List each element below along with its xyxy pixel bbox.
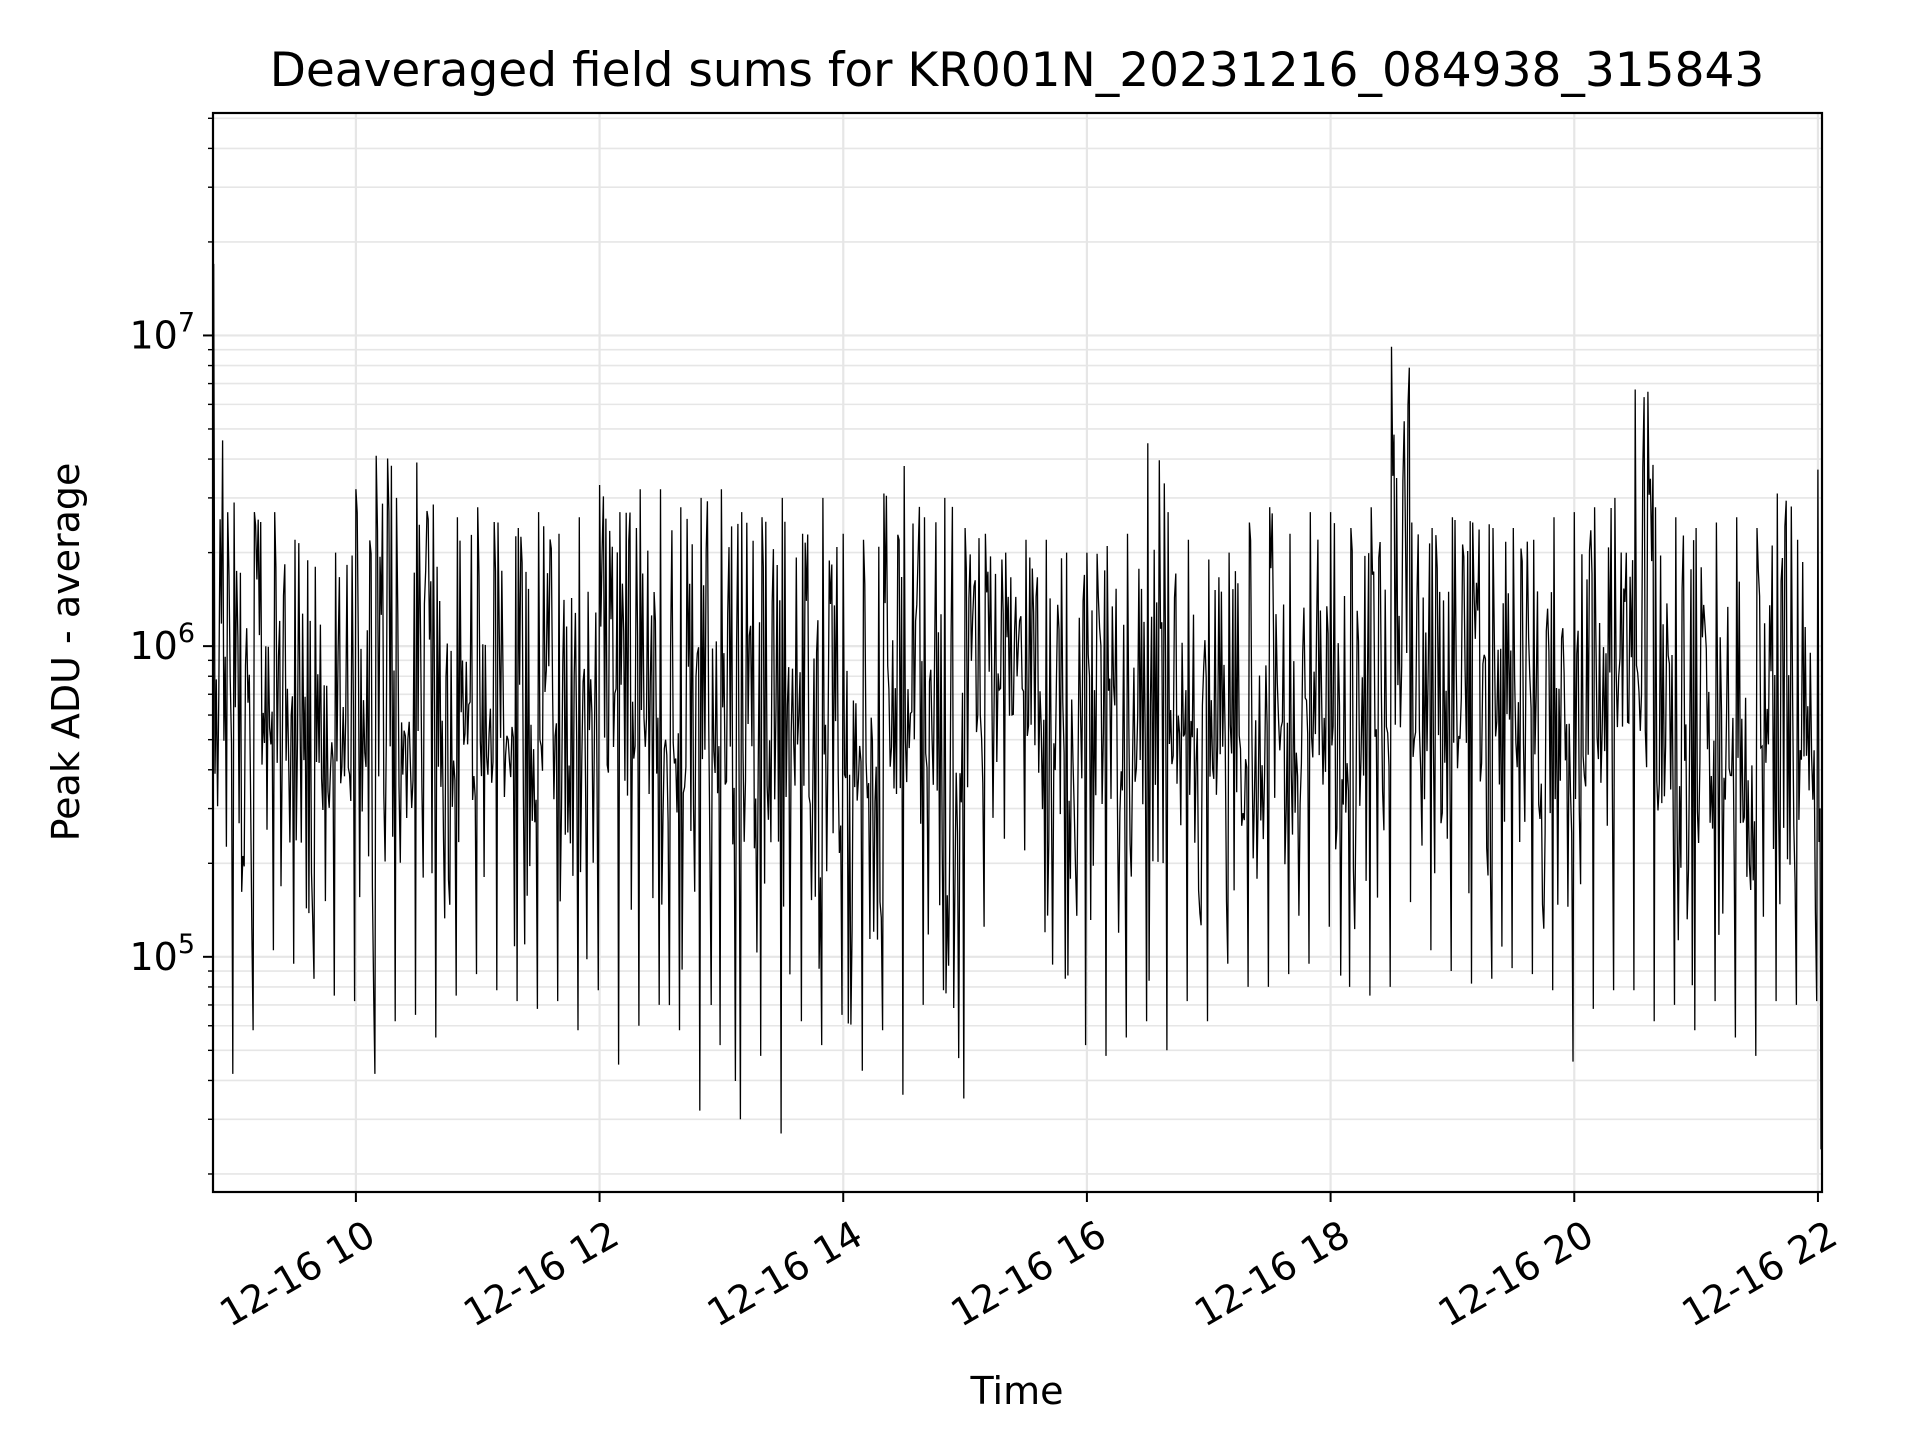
y-tick-label: 106 bbox=[129, 618, 195, 668]
chart-title: Deaveraged field sums for KR001N_2023121… bbox=[270, 43, 1765, 98]
series-group bbox=[213, 263, 1822, 1150]
y-axis-label: Peak ADU - average bbox=[44, 463, 88, 842]
y-tick-label: 105 bbox=[129, 929, 195, 979]
series-line-0 bbox=[213, 263, 1822, 1150]
plot-frame bbox=[211, 111, 1824, 1194]
y-tick-label: 107 bbox=[129, 307, 195, 357]
x-axis-label: Time bbox=[970, 1369, 1064, 1413]
y-axis: 105 106 107 bbox=[129, 117, 213, 1175]
